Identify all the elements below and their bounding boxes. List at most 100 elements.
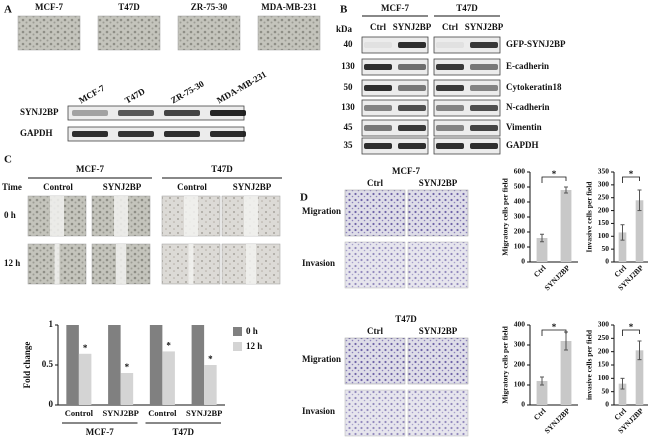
y-tick-label: 50 xyxy=(602,386,610,395)
significance: * xyxy=(208,354,213,364)
blot xyxy=(433,58,501,76)
y-tick-label: 250 xyxy=(598,192,610,201)
blot-band xyxy=(118,110,154,116)
blot-band xyxy=(436,105,464,111)
micrograph xyxy=(17,15,81,51)
significance: * xyxy=(552,169,557,179)
x-tick-label: Ctrl xyxy=(532,406,548,422)
bar xyxy=(536,238,548,262)
lane-label: MCF-7 xyxy=(77,83,107,106)
blot-band xyxy=(436,143,464,149)
protein-label: N-cadherin xyxy=(506,102,550,112)
y-tick-label: 150 xyxy=(598,218,610,227)
row-label: Invasion xyxy=(302,258,335,268)
kda-value: 45 xyxy=(344,122,354,132)
group-label: T47D xyxy=(395,314,417,324)
kda-value: 130 xyxy=(341,102,355,112)
panel-label: B xyxy=(340,4,348,16)
bar xyxy=(108,325,121,405)
group-label: MCF-7 xyxy=(392,166,420,176)
group-label: T47D xyxy=(211,164,233,174)
protein-label: Cytokeratin18 xyxy=(506,82,562,92)
condition-label: SYNJ2BP xyxy=(103,182,142,192)
blot-row-label: GAPDH xyxy=(20,128,53,138)
lane-label: Ctrl xyxy=(367,178,383,188)
wound-gap xyxy=(114,196,128,236)
y-tick-label: 1 xyxy=(49,319,54,329)
protein-label: GAPDH xyxy=(506,140,539,150)
blot-band xyxy=(364,105,392,111)
time-row-label: 12 h xyxy=(4,258,20,268)
x-tick-label: SYNJ2BP xyxy=(543,406,572,435)
kda-label: kDa xyxy=(336,24,353,34)
blot xyxy=(433,99,501,117)
wound-gap xyxy=(246,244,256,284)
significance-bracket xyxy=(541,176,567,183)
wound-gap xyxy=(54,244,60,284)
wound-gap xyxy=(188,244,194,284)
cell-line-label: T47D xyxy=(118,2,140,12)
blot-band xyxy=(436,42,464,48)
blot-band xyxy=(398,125,426,131)
lane-label: SYNJ2BP xyxy=(393,22,432,32)
blot-band xyxy=(398,85,426,91)
x-tick-label: Control xyxy=(148,408,177,418)
blot xyxy=(433,36,501,54)
y-tick-label: 200 xyxy=(598,205,610,214)
legend-swatch xyxy=(233,327,242,336)
blot xyxy=(361,58,429,76)
y-tick-label: 400 xyxy=(514,320,526,329)
time-row-label: 0 h xyxy=(4,210,16,220)
significance: * xyxy=(166,340,171,350)
blot-band xyxy=(470,42,498,48)
protein-label: E-cadherin xyxy=(506,61,549,71)
lane-label: Ctrl xyxy=(442,22,458,32)
y-axis-label: invasive cells per field xyxy=(585,329,594,400)
y-axis-label: Invasive cells per field xyxy=(585,181,594,253)
transwell-image xyxy=(407,241,469,289)
group-label: MCF-7 xyxy=(86,427,114,437)
bar xyxy=(78,353,92,405)
y-tick-label: 350 xyxy=(598,167,610,176)
y-tick-label: 100 xyxy=(598,231,610,240)
bar xyxy=(120,373,134,405)
bar xyxy=(635,350,644,405)
y-tick-label: 50 xyxy=(602,244,610,253)
row-label: Migration xyxy=(302,206,341,216)
kda-value: 35 xyxy=(344,140,354,150)
blot-band xyxy=(398,64,426,70)
bar xyxy=(162,351,175,405)
blot-band xyxy=(210,110,246,116)
bar xyxy=(191,325,205,405)
condition-label: Control xyxy=(177,182,207,192)
x-tick-label: SYNJ2BP xyxy=(102,408,138,418)
blot-band xyxy=(398,105,426,111)
y-tick-label: 0 xyxy=(521,257,525,266)
transwell-image xyxy=(344,389,406,437)
blot-band xyxy=(470,143,498,149)
y-tick-label: 400 xyxy=(514,197,526,206)
significance: * xyxy=(125,362,130,372)
blot-band xyxy=(364,42,392,48)
micrograph xyxy=(257,15,321,51)
bar xyxy=(618,232,627,262)
panel-label: A xyxy=(4,4,12,16)
blot-band xyxy=(398,42,426,48)
cell-line-label: ZR-75-30 xyxy=(191,2,228,12)
micrograph xyxy=(177,15,241,51)
transwell-image xyxy=(407,337,469,385)
blot-band xyxy=(118,131,154,137)
transwell-image xyxy=(344,337,406,385)
blot-band xyxy=(72,110,108,116)
bar xyxy=(560,341,572,405)
bar xyxy=(149,325,163,405)
blot xyxy=(433,119,501,137)
y-tick-label: 200 xyxy=(514,360,526,369)
y-tick-label: 0 xyxy=(605,400,609,409)
transwell-image xyxy=(407,189,469,237)
bar xyxy=(618,383,627,405)
transwell-image xyxy=(344,241,406,289)
blot-band xyxy=(164,131,200,137)
group-label: MCF-7 xyxy=(76,164,104,174)
